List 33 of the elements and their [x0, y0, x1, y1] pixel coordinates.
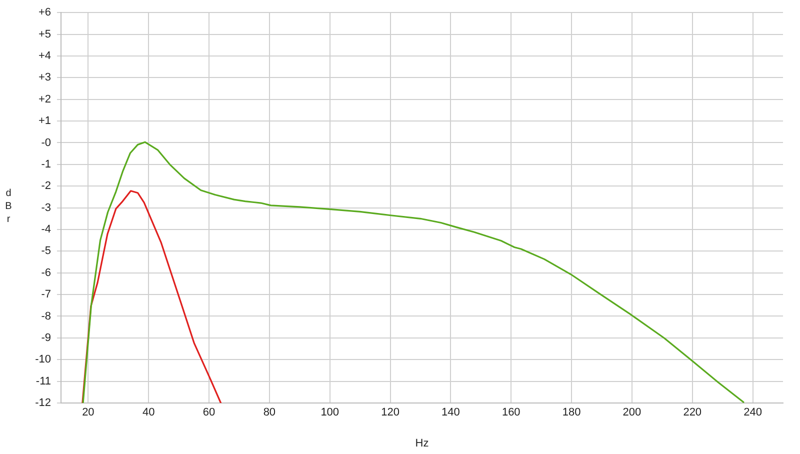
y-tick-label: -6: [41, 266, 51, 279]
x-tick-label: 100: [320, 406, 340, 419]
x-tick-label: 40: [142, 406, 155, 419]
x-tick-label: 220: [683, 406, 702, 419]
x-tick-label: 160: [502, 406, 520, 419]
x-tick-label: 80: [263, 406, 276, 419]
y-tick-label: -2: [41, 180, 51, 192]
y-tick-label: -0: [41, 136, 51, 149]
y-tick-label: -9: [41, 332, 51, 344]
y-tick-label: -7: [41, 288, 51, 301]
y-tick-label: -1: [41, 158, 51, 170]
x-tick-label: 240: [744, 406, 762, 419]
y-tick-label: +6: [38, 6, 51, 19]
x-tick-label: 140: [442, 406, 460, 419]
y-tick-label: +3: [38, 72, 51, 84]
y-tick-label: -4: [41, 224, 51, 236]
y-tick-label: -11: [36, 375, 51, 388]
y-tick-label: -5: [41, 245, 51, 258]
y-tick-label: +4: [38, 50, 51, 62]
x-axis-title: Hz: [415, 437, 429, 450]
y-axis-title: dBr: [3, 188, 14, 227]
x-tick-label: 60: [202, 406, 216, 419]
y-tick-label: +1: [38, 115, 51, 128]
y-tick-label: +2: [38, 93, 51, 106]
x-tick-label: 120: [381, 406, 400, 419]
y-tick-label: -3: [41, 202, 51, 214]
x-tick-label: 20: [82, 406, 94, 419]
y-tick-label: -10: [35, 354, 51, 366]
y-tick-label: +5: [38, 28, 51, 40]
x-tick-label: 180: [562, 406, 581, 419]
y-tick-label: -8: [41, 310, 51, 322]
y-tick-label: -12: [35, 397, 51, 410]
x-tick-label: 200: [622, 406, 642, 419]
